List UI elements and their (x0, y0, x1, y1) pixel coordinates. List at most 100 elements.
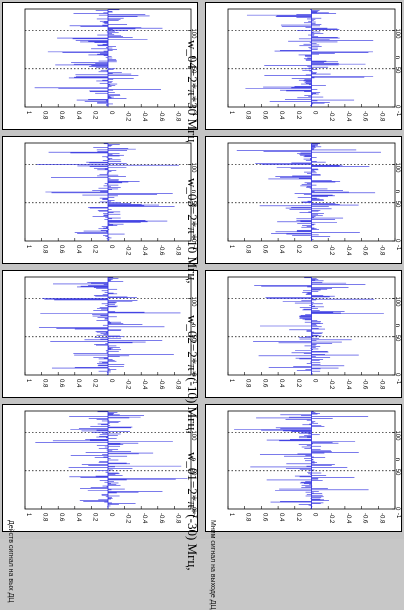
y-tick-label: -0.8 (174, 245, 180, 256)
y-tick-label: 0.2 (91, 513, 97, 522)
x-tick-label: 100 (190, 28, 196, 39)
plot-panel-im-30: 1 0.8 0.6 0.4 0.2 0 -0.2 -0.4 -0.6 -0.8 -1 0 50 100 n (205, 2, 402, 130)
x-tick-label: 50 (394, 469, 400, 476)
y-tick-label: -0.4 (345, 245, 351, 256)
plot-panel-im30: 1 0.8 0.6 0.4 0.2 0 -0.2 -0.4 -0.6 -0.8 -1 0 50 100 n (205, 404, 402, 532)
y-tick-label: 0.8 (42, 379, 48, 388)
y-tick-label: -0.8 (174, 513, 180, 524)
y-tick-label: 1 (228, 245, 234, 249)
y-tick-label: -0.6 (362, 513, 368, 524)
x-tick-label: 100 (394, 162, 400, 173)
y-tick-label: 0.2 (91, 245, 97, 254)
x-axis-label: n (394, 324, 400, 327)
side-label-imag: Мним сигнал на выходе ДЦ (209, 520, 216, 610)
y-tick-label: 0.8 (245, 245, 251, 254)
y-tick-label: 0.6 (261, 379, 267, 388)
stem-plot-im-10: 1 0.8 0.6 0.4 0.2 0 -0.2 -0.4 -0.6 -0.8 -1 0 50 100 n (227, 142, 401, 256)
y-tick-label: -0.6 (362, 245, 368, 256)
x-tick-label: 0 (394, 373, 400, 377)
y-tick-label: -1 (191, 245, 197, 251)
plot-panel-re-10: 1 0.8 0.6 0.4 0.2 0 -0.2 -0.4 -0.6 -0.8 -1 0 50 100 n (2, 136, 198, 264)
title-w03: w_03=2*π*10 Мгц, (185, 178, 200, 284)
x-axis-label: n (394, 56, 400, 59)
y-tick-label: 0.8 (42, 245, 48, 254)
x-tick-label: 50 (394, 201, 400, 208)
y-tick-label: 0.8 (245, 379, 251, 388)
x-tick-label: 50 (190, 469, 196, 476)
y-tick-label: 0 (312, 111, 318, 115)
y-tick-label: -1 (191, 513, 197, 519)
y-tick-label: -0.2 (125, 245, 131, 256)
y-tick-label: 0.4 (278, 513, 284, 522)
x-tick-label: 50 (394, 67, 400, 74)
x-tick-label: 50 (190, 201, 196, 208)
x-tick-label: 0 (190, 239, 196, 243)
y-tick-label: -0.8 (174, 379, 180, 390)
y-tick-label: 0.2 (295, 379, 301, 388)
y-tick-label: 1 (228, 111, 234, 115)
title-w02: w_02=2*π*(-10) Мгц, (185, 315, 200, 434)
y-tick-label: -0.2 (328, 245, 334, 256)
y-tick-label: 0.2 (91, 111, 97, 120)
x-axis-label: n (394, 190, 400, 193)
plot-panel-im10: 1 0.8 0.6 0.4 0.2 0 -0.2 -0.4 -0.6 -0.8 -1 0 50 100 n (205, 270, 402, 398)
y-tick-label: -1 (395, 513, 401, 519)
y-tick-label: 0.4 (75, 379, 81, 388)
y-tick-label: 0.6 (58, 111, 64, 120)
y-tick-label: 1 (228, 513, 234, 517)
y-tick-label: 0 (108, 513, 114, 517)
y-tick-label: -0.4 (141, 513, 147, 524)
y-tick-label: -0.8 (378, 111, 384, 122)
y-tick-label: 0.4 (75, 111, 81, 120)
y-tick-label: 1 (228, 379, 234, 383)
x-tick-label: 0 (394, 239, 400, 243)
y-tick-label: 0 (108, 379, 114, 383)
y-tick-label: 0.4 (278, 111, 284, 120)
x-tick-label: 100 (190, 162, 196, 173)
y-tick-label: 0 (108, 111, 114, 115)
y-tick-label: 0.6 (58, 513, 64, 522)
plot-panel-re10: 1 0.8 0.6 0.4 0.2 0 -0.2 -0.4 -0.6 -0.8 -1 0 50 100 n (2, 270, 198, 398)
y-tick-label: -0.8 (378, 245, 384, 256)
y-tick-label: 0.6 (58, 379, 64, 388)
y-tick-label: 0.8 (42, 513, 48, 522)
y-tick-label: -0.4 (345, 111, 351, 122)
y-tick-label: 0 (312, 245, 318, 249)
x-tick-label: 0 (394, 507, 400, 511)
y-tick-label: 0 (108, 245, 114, 249)
y-tick-label: -0.4 (141, 245, 147, 256)
y-tick-label: -0.6 (158, 513, 164, 524)
y-tick-label: -0.2 (125, 513, 131, 524)
y-tick-label: -0.8 (378, 379, 384, 390)
plot-panel-im-10: 1 0.8 0.6 0.4 0.2 0 -0.2 -0.4 -0.6 -0.8 -1 0 50 100 n (205, 136, 402, 264)
y-tick-label: 0.4 (75, 513, 81, 522)
stem-plot-re30: 1 0.8 0.6 0.4 0.2 0 -0.2 -0.4 -0.6 -0.8 -1 0 50 100 n (24, 410, 197, 524)
y-tick-label: 0.2 (91, 379, 97, 388)
x-axis-label: n (190, 458, 196, 461)
x-tick-label: 50 (190, 67, 196, 74)
y-tick-label: -0.2 (328, 513, 334, 524)
x-tick-label: 0 (190, 105, 196, 109)
x-tick-label: 0 (394, 105, 400, 109)
y-tick-label: 0.8 (245, 513, 251, 522)
y-tick-label: -0.2 (125, 111, 131, 122)
y-tick-label: 1 (25, 379, 31, 383)
y-tick-label: 1 (25, 513, 31, 517)
y-tick-label: 0.4 (75, 245, 81, 254)
stem-plot-re-10: 1 0.8 0.6 0.4 0.2 0 -0.2 -0.4 -0.6 -0.8 -1 0 50 100 n (24, 142, 197, 256)
y-tick-label: -0.8 (378, 513, 384, 524)
x-axis-label: n (190, 190, 196, 193)
y-tick-label: -1 (191, 379, 197, 385)
x-axis-label: n (190, 324, 196, 327)
y-tick-label: 1 (25, 111, 31, 115)
y-tick-label: -0.4 (141, 111, 147, 122)
y-tick-label: -0.4 (141, 379, 147, 390)
x-axis-label: n (190, 56, 196, 59)
x-tick-label: 50 (394, 335, 400, 342)
y-tick-label: 0.6 (261, 111, 267, 120)
y-tick-label: -0.2 (328, 379, 334, 390)
y-tick-label: -0.2 (328, 111, 334, 122)
stem-plot-im-30: 1 0.8 0.6 0.4 0.2 0 -0.2 -0.4 -0.6 -0.8 -1 0 50 100 n (227, 8, 401, 122)
y-tick-label: -0.6 (362, 111, 368, 122)
